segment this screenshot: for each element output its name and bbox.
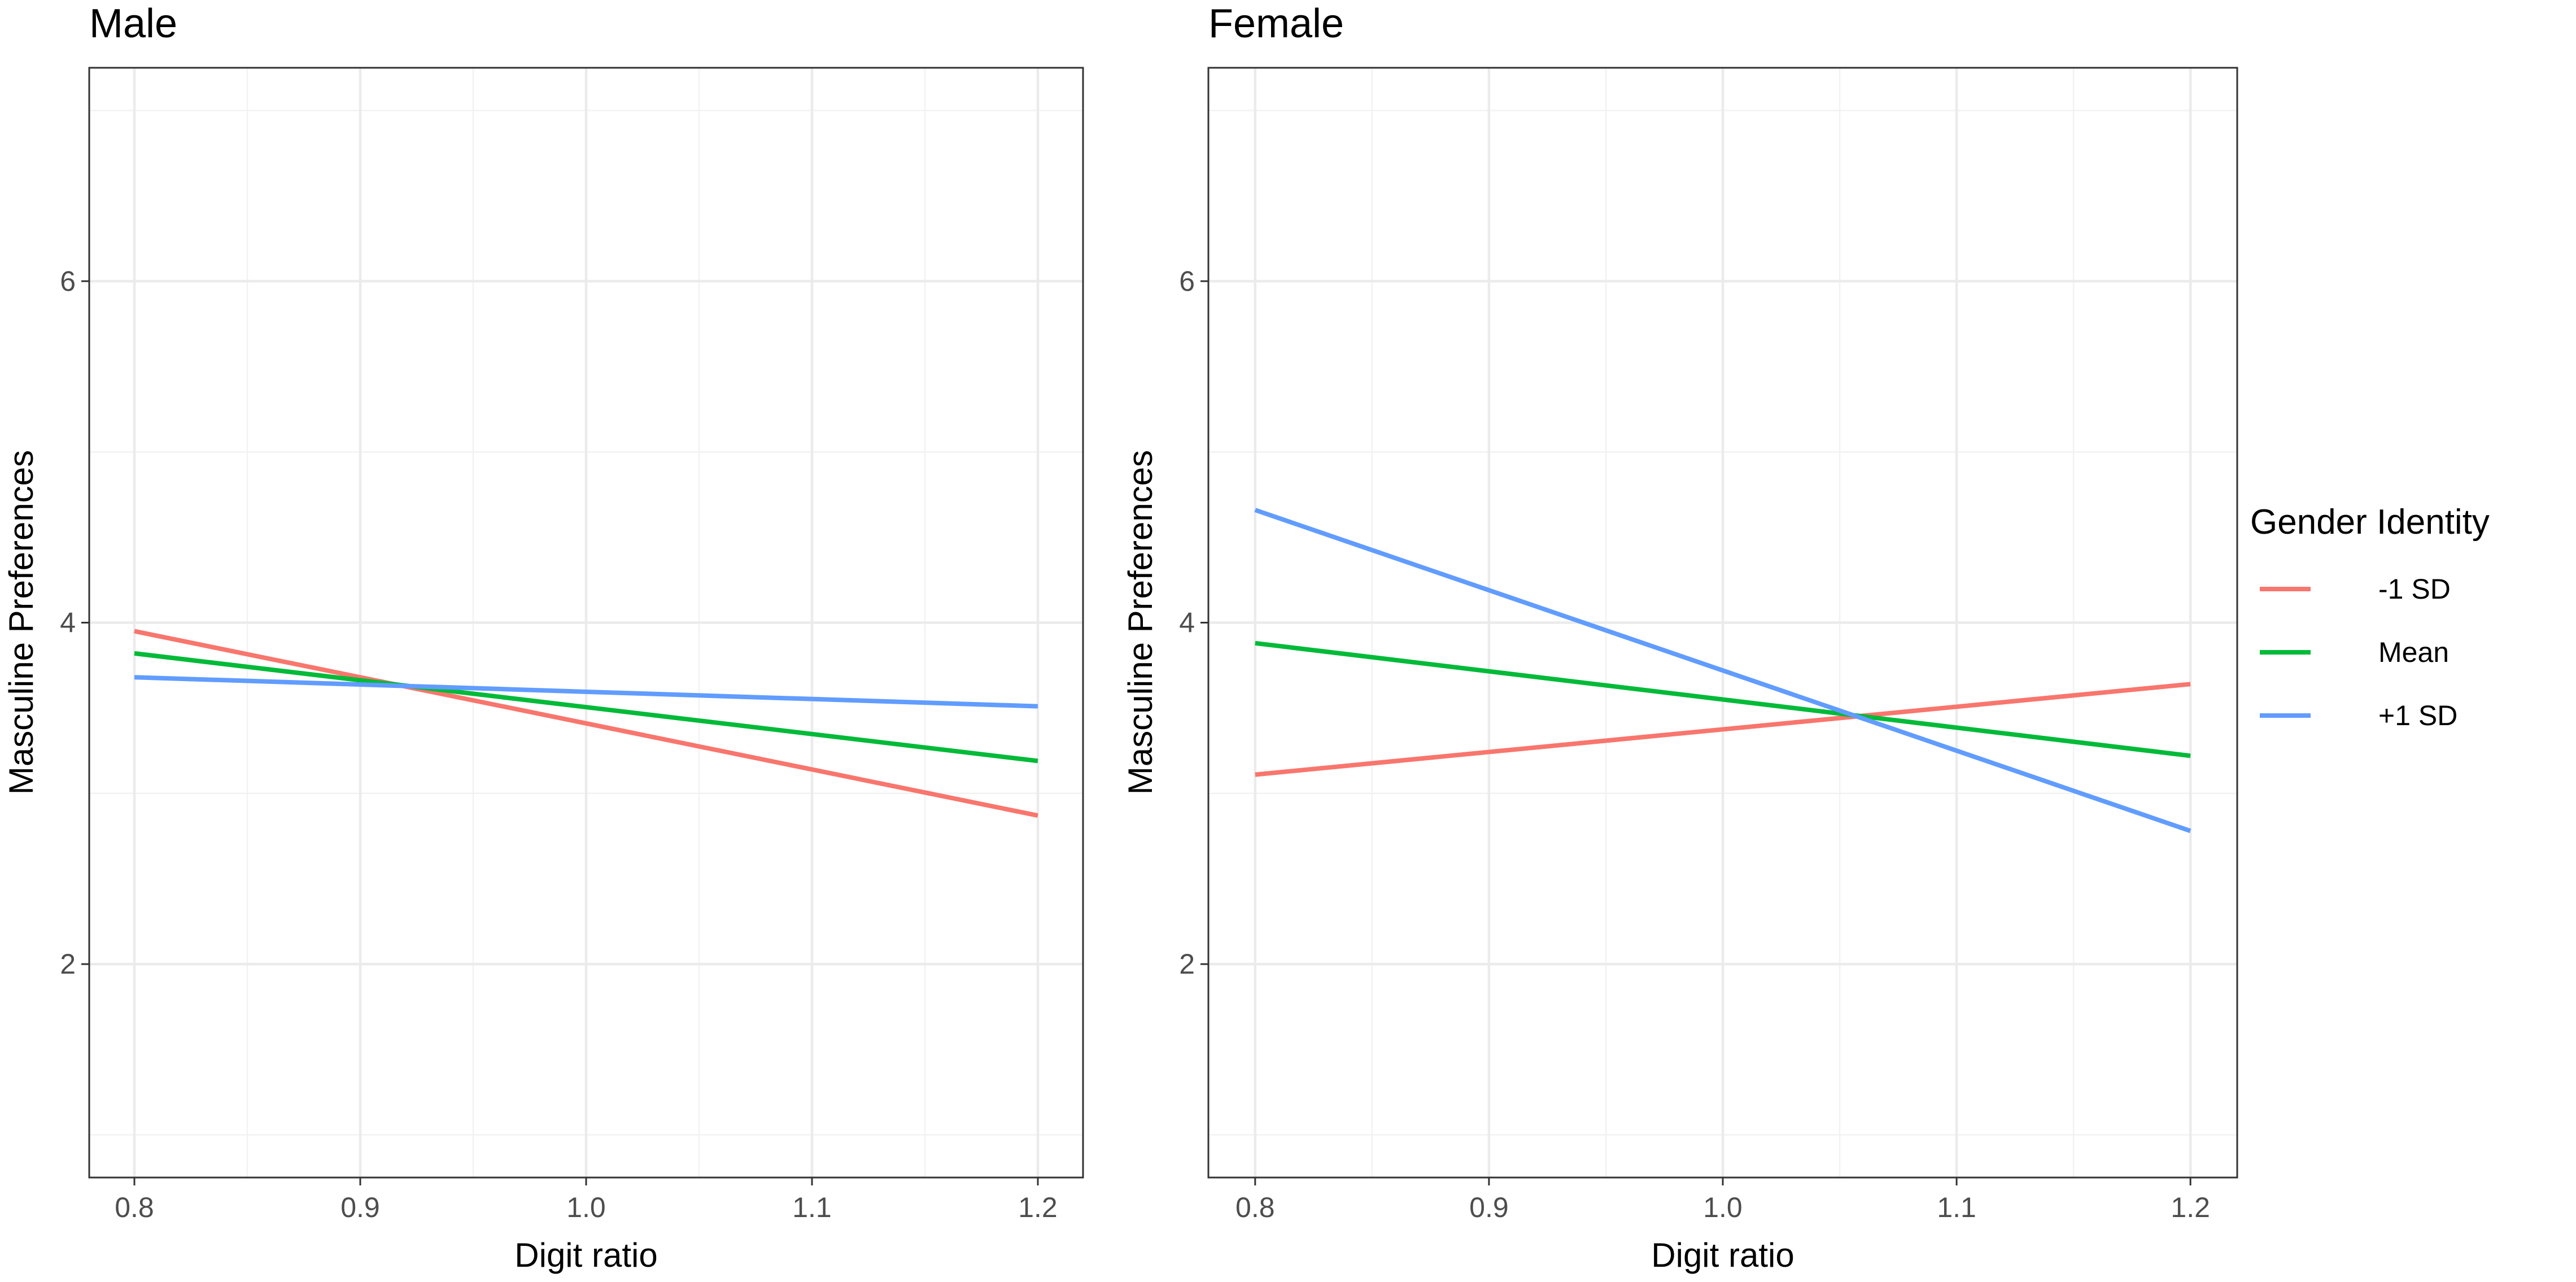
legend-label: Mean	[2378, 636, 2449, 668]
x-tick-label: 0.8	[115, 1192, 154, 1223]
panel-axis-ticks: 0.8 0.9 1.0 1.1 1.2 2 4 6	[60, 265, 1058, 1223]
legend-item: -1 SD	[2260, 573, 2451, 605]
legend-label: -1 SD	[2378, 573, 2451, 605]
panel-male: 0.8 0.9 1.0 1.1 1.2 2 4 6 Male Digit ratio Masc…	[2, 1, 1084, 1274]
panel-series-lines	[1254, 508, 2191, 834]
x-tick-label: 0.8	[1235, 1192, 1275, 1223]
legend-title: Gender Identity	[2250, 503, 2490, 542]
x-tick-label: 1.0	[1703, 1192, 1743, 1223]
panel-gridlines	[89, 68, 1083, 1178]
legend: Gender Identity -1 SD Mean +1 SD	[2250, 503, 2490, 731]
y-axis-title-male: Masculine Preferences	[2, 450, 40, 795]
series-line-mean	[1255, 640, 2191, 758]
legend-item: Mean	[2260, 636, 2449, 668]
series-line-1-sd	[1254, 508, 2191, 834]
y-tick-label: 4	[1179, 607, 1195, 639]
x-tick-label: 0.9	[340, 1192, 380, 1223]
x-tick-label: 1.1	[1937, 1192, 1976, 1223]
y-axis-title-female: Masculine Preferences	[1121, 450, 1159, 795]
x-axis-title-female: Digit ratio	[1651, 1236, 1794, 1274]
panel-title-female: Female	[1208, 1, 1344, 46]
x-tick-label: 1.2	[1018, 1192, 1058, 1223]
panel-female: 0.8 0.9 1.0 1.1 1.2 2 4 6 Female Digit ratio Ma…	[1121, 1, 2238, 1274]
panel-axis-ticks: 0.8 0.9 1.0 1.1 1.2 2 4 6	[1179, 265, 2210, 1223]
y-tick-label: 6	[60, 265, 76, 297]
x-axis-title-male: Digit ratio	[514, 1236, 657, 1274]
panel-title-male: Male	[89, 1, 177, 46]
legend-items: -1 SD Mean +1 SD	[2260, 573, 2457, 731]
x-tick-label: 1.0	[566, 1192, 606, 1223]
series-line-1-sd	[134, 629, 1038, 818]
panel-gridlines	[1208, 68, 2237, 1178]
x-tick-label: 1.1	[792, 1192, 832, 1223]
x-tick-label: 0.9	[1469, 1192, 1509, 1223]
y-tick-label: 4	[60, 607, 76, 639]
series-line-1-sd	[134, 675, 1038, 709]
legend-item: +1 SD	[2260, 700, 2457, 731]
y-tick-label: 6	[1179, 265, 1195, 297]
y-tick-label: 2	[60, 948, 76, 980]
series-line-1-sd	[1255, 682, 2191, 777]
panel-series-lines	[134, 629, 1038, 818]
y-tick-label: 2	[1179, 948, 1195, 980]
x-tick-label: 1.2	[2171, 1192, 2210, 1223]
legend-label: +1 SD	[2378, 700, 2457, 731]
series-line-mean	[134, 651, 1038, 764]
